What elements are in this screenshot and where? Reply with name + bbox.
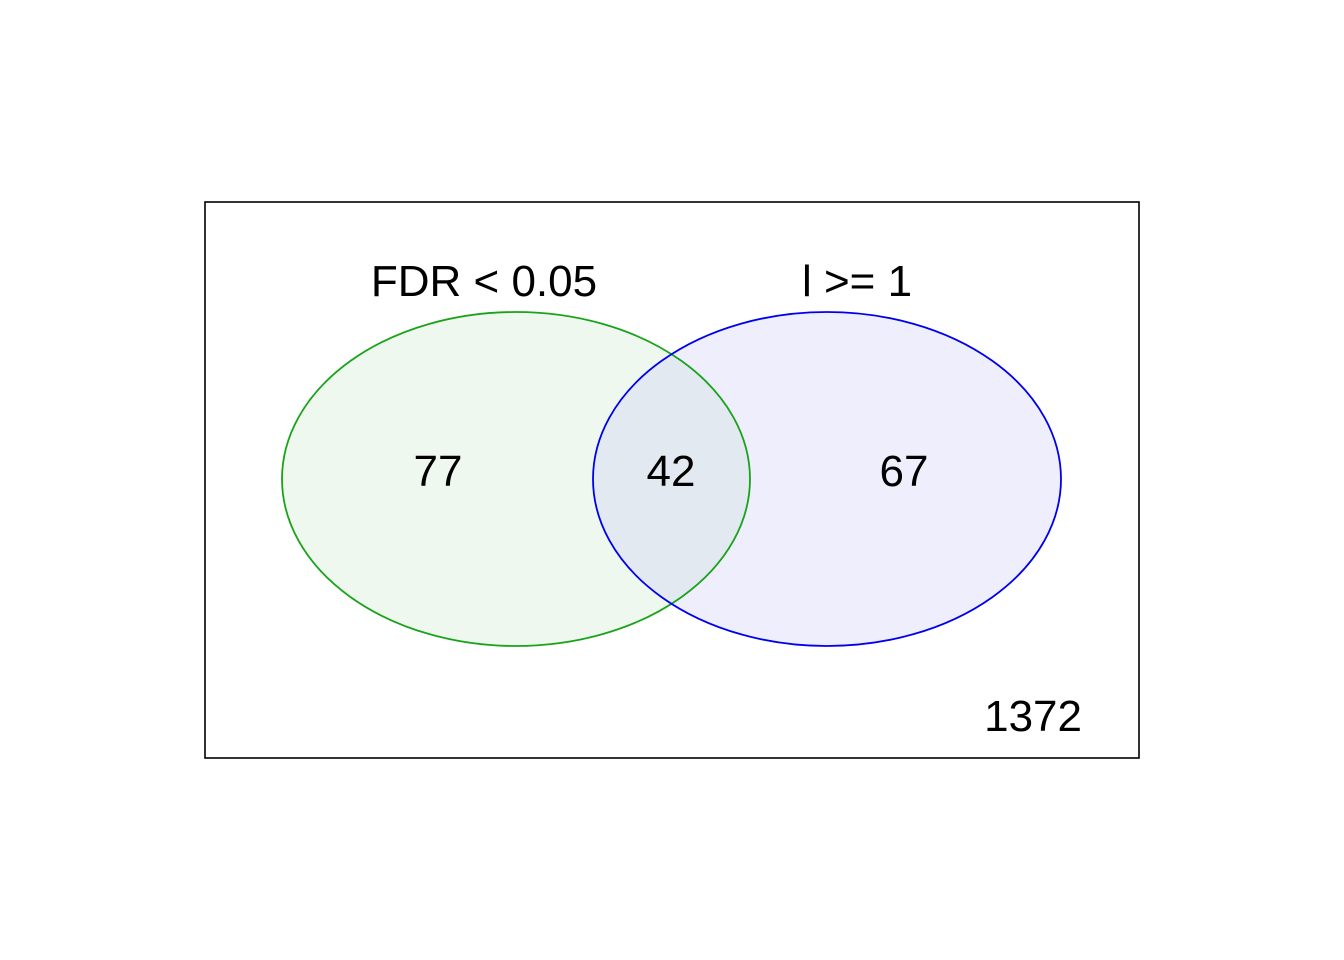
intersection-fill (593, 312, 750, 646)
set-a-outline (281, 311, 751, 647)
set-a-label: FDR < 0.05 (371, 257, 597, 306)
outside-count: 1372 (984, 692, 1082, 741)
intersection-count: 42 (647, 447, 696, 496)
set-b-label: l >= 1 (802, 257, 912, 306)
only-set-a-count: 77 (414, 447, 463, 496)
only-set-b-count: 67 (880, 447, 929, 496)
set-b-outline (592, 311, 1062, 647)
